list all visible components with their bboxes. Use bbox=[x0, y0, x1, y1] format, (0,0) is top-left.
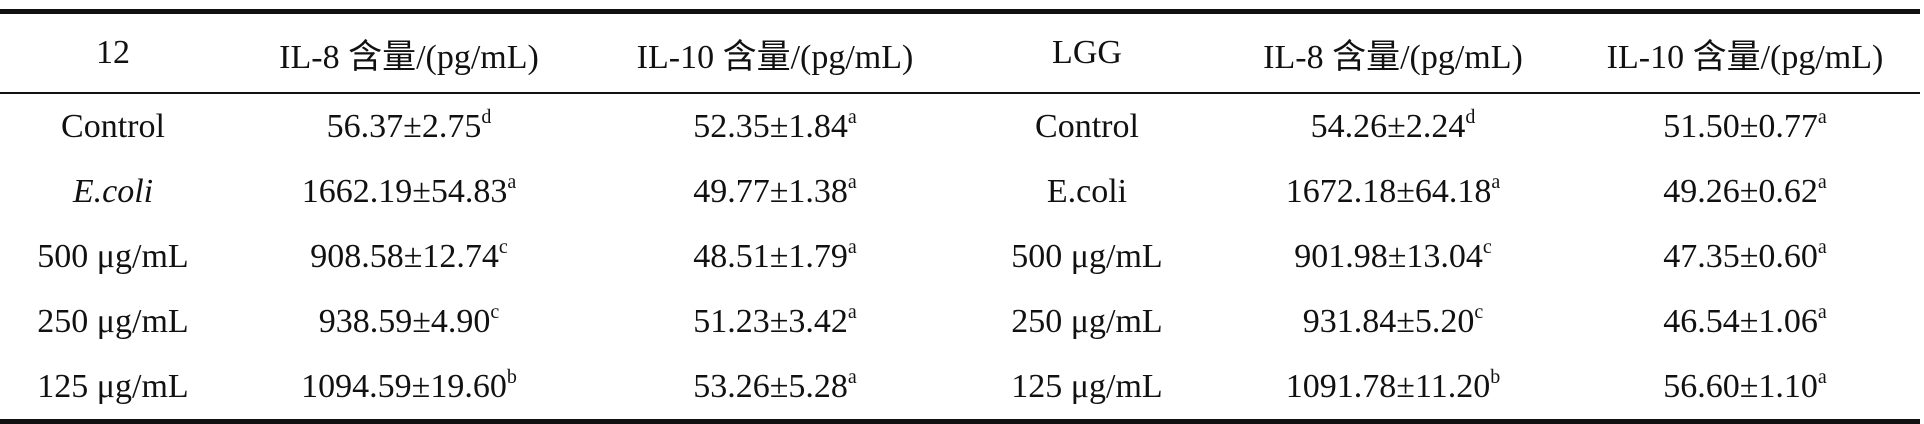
group-label-cell: 500 μg/mL bbox=[37, 237, 189, 275]
group-label-cell: 250 μg/mL bbox=[37, 302, 189, 340]
value-cell: 54.26±2.24d bbox=[1310, 105, 1476, 145]
group-label-cell: E.coli bbox=[72, 172, 154, 210]
value-cell: 908.58±12.74c bbox=[310, 235, 508, 275]
value-cell: 53.26±5.28a bbox=[693, 365, 857, 405]
cytokine-table: 12 IL-8 含量/(pg/mL) IL-10 含量/(pg/mL) LGG … bbox=[0, 9, 1920, 424]
group-label-cell: 125 μg/mL bbox=[37, 367, 189, 405]
header-strain-lgg: LGG bbox=[1052, 34, 1122, 71]
value-cell: 938.59±4.90c bbox=[318, 300, 500, 340]
value-cell: 46.54±1.06a bbox=[1663, 300, 1827, 340]
table-row: 500 μg/mL 908.58±12.74c 48.51±1.79a 500 … bbox=[0, 224, 1920, 289]
table-row: Control 56.37±2.75d 52.35±1.84a Control … bbox=[0, 93, 1920, 159]
header-il10-lgg: IL-10 含量/(pg/mL) bbox=[1606, 38, 1884, 76]
table-row: 125 μg/mL 1094.59±19.60b 53.26±5.28a 125… bbox=[0, 354, 1920, 422]
value-cell: 51.50±0.77a bbox=[1663, 105, 1827, 145]
group-label-cell: 500 μg/mL bbox=[1011, 237, 1163, 275]
header-il8-lgg: IL-8 含量/(pg/mL) bbox=[1263, 38, 1523, 76]
table-row: 250 μg/mL 938.59±4.90c 51.23±3.42a 250 μ… bbox=[0, 289, 1920, 354]
table-header-row: 12 IL-8 含量/(pg/mL) IL-10 含量/(pg/mL) LGG … bbox=[0, 11, 1920, 93]
group-label-cell: Control bbox=[1035, 107, 1139, 145]
value-cell: 47.35±0.60a bbox=[1663, 235, 1827, 275]
header-il8-12: IL-8 含量/(pg/mL) bbox=[279, 38, 539, 76]
group-label-cell: Control bbox=[61, 107, 165, 145]
value-cell: 1672.18±64.18a bbox=[1285, 170, 1501, 210]
group-label-cell: 125 μg/mL bbox=[1011, 367, 1163, 405]
value-cell: 52.35±1.84a bbox=[693, 105, 857, 145]
value-cell: 1662.19±54.83a bbox=[301, 170, 517, 210]
group-label-cell: E.coli bbox=[1046, 172, 1128, 210]
value-cell: 56.37±2.75d bbox=[326, 105, 492, 145]
value-cell: 49.77±1.38a bbox=[693, 170, 857, 210]
data-table-container: 12 IL-8 含量/(pg/mL) IL-10 含量/(pg/mL) LGG … bbox=[0, 11, 1920, 422]
value-cell: 1091.78±11.20b bbox=[1285, 365, 1501, 405]
value-cell: 931.84±5.20c bbox=[1302, 300, 1484, 340]
table-row: E.coli 1662.19±54.83a 49.77±1.38a E.coli… bbox=[0, 159, 1920, 224]
value-cell: 1094.59±19.60b bbox=[301, 365, 517, 405]
value-cell: 51.23±3.42a bbox=[693, 300, 857, 340]
group-label-cell: 250 μg/mL bbox=[1011, 302, 1163, 340]
value-cell: 49.26±0.62a bbox=[1663, 170, 1827, 210]
value-cell: 56.60±1.10a bbox=[1663, 365, 1827, 405]
value-cell: 48.51±1.79a bbox=[693, 235, 857, 275]
header-strain-12: 12 bbox=[96, 34, 130, 71]
header-il10-12: IL-10 含量/(pg/mL) bbox=[636, 38, 914, 76]
value-cell: 901.98±13.04c bbox=[1294, 235, 1492, 275]
